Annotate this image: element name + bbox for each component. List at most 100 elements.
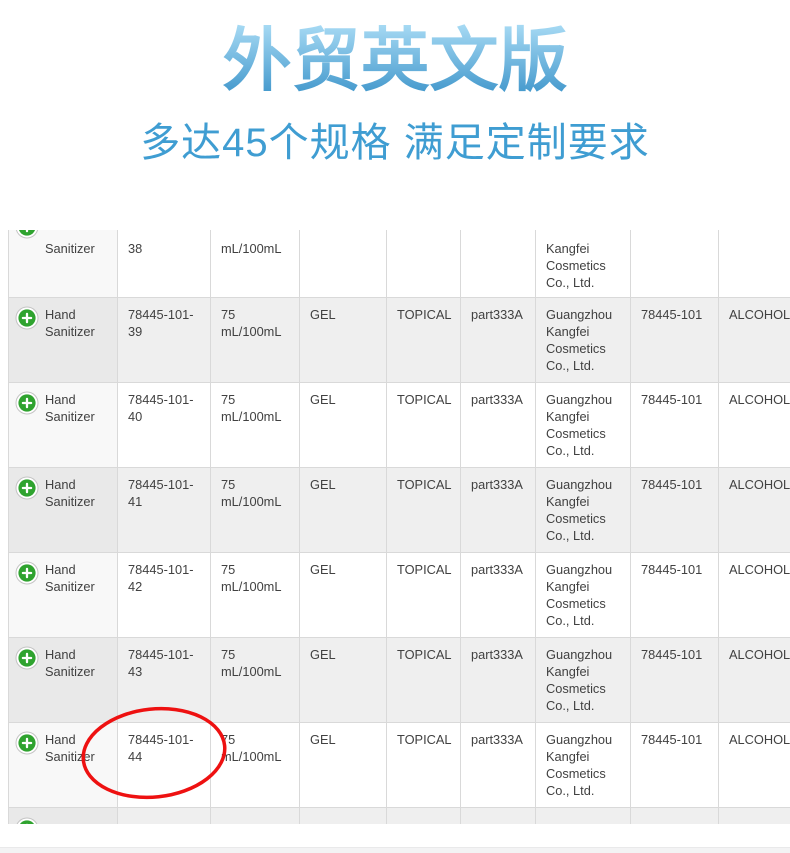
cell-text: Hand Sanitizer: [45, 647, 95, 679]
product-cell: Sanitizer: [8, 230, 118, 298]
cell-text: Sanitizer: [45, 241, 95, 256]
product-cell: Hand Sanitizer: [8, 383, 118, 468]
cell-text: GEL: [310, 477, 336, 492]
hero-section: 外贸英文版 多达45个规格 满足定制要求: [0, 0, 790, 166]
cell-text: 75 mL/100mL: [221, 392, 282, 424]
table-cell: part333A: [461, 383, 536, 468]
expand-plus-icon[interactable]: [15, 646, 39, 670]
table-cell: [118, 808, 211, 824]
cell-text: ALCOHOL: [729, 647, 790, 662]
product-cell: Hand Sanitizer: [8, 298, 118, 383]
table-cell: 75 mL/100mL: [211, 723, 300, 808]
expand-plus-icon[interactable]: [15, 391, 39, 415]
table-cell: 75 mL/100mL: [211, 553, 300, 638]
table-cell: part333A: [461, 638, 536, 723]
table-cell: part333A: [461, 298, 536, 383]
cell-text: 78445-101- 41: [128, 477, 194, 509]
table-cell: Guangzhou Kangfei Cosmetics Co., Ltd.: [536, 638, 631, 723]
table-cell: GEL: [300, 468, 387, 553]
table-row: Hand Sanitizer 78445-101- 42 75 mL/100mL GE…: [8, 553, 790, 638]
table-cell: TOPICAL: [387, 298, 461, 383]
table-row: Hand Sanitizer 78445-101- 40 75 mL/100mL GE…: [8, 383, 790, 468]
bottom-section-divider: [0, 847, 790, 853]
table-cell: 78445-101: [631, 638, 719, 723]
table-cell: 75 mL/100mL: [211, 468, 300, 553]
table-cell: 78445-101: [631, 298, 719, 383]
cell-text: Guangzhou Kangfei Cosmetics Co., Ltd.: [546, 392, 613, 458]
table-cell: 75 mL/100mL: [211, 383, 300, 468]
cell-text: 78445-101- 40: [128, 392, 194, 424]
cell-text: Kangfei Cosmetics Co., Ltd.: [546, 241, 606, 290]
plus-icon-glyph: [15, 230, 39, 239]
cell-text: mL/100mL: [221, 241, 282, 256]
expand-plus-icon[interactable]: [15, 476, 39, 500]
cell-text: TOPICAL: [397, 392, 452, 407]
table-cell: ALCOHOL: [719, 468, 790, 553]
table-cell: [631, 808, 719, 824]
cell-text: TOPICAL: [397, 732, 452, 747]
page-subtitle: 多达45个规格 满足定制要求: [140, 121, 650, 165]
expand-plus-icon[interactable]: [15, 230, 39, 239]
cell-text: 78445-101: [641, 307, 703, 322]
cell-text: GEL: [310, 392, 336, 407]
cell-text: 78445-101- 39: [128, 307, 194, 339]
plus-icon-glyph: [15, 391, 39, 415]
product-cell: [8, 808, 118, 824]
table-cell: Guangzhou Kangfei Cosmetics Co., Ltd.: [536, 383, 631, 468]
cell-text: ALCOHOL: [729, 562, 790, 577]
expand-plus-icon[interactable]: [15, 306, 39, 330]
table-cell: [300, 230, 387, 298]
cell-text: GEL: [310, 732, 336, 747]
product-cell: Hand Sanitizer: [8, 723, 118, 808]
table-cell: 78445-101: [631, 383, 719, 468]
cell-text: Hand Sanitizer: [45, 562, 95, 594]
cell-text: TOPICAL: [397, 562, 452, 577]
expand-plus-icon[interactable]: [15, 561, 39, 585]
cell-text: 78445-101- 42: [128, 562, 194, 594]
table-row: [8, 808, 790, 824]
table-cell: GEL: [300, 638, 387, 723]
table-cell: ALCOHOL: [719, 553, 790, 638]
product-cell: Hand Sanitizer: [8, 638, 118, 723]
table-cell: 78445-101: [631, 468, 719, 553]
page-title: 外贸英文版: [0, 22, 790, 100]
table-cell: ALCOHOL: [719, 638, 790, 723]
table-cell: TOPICAL: [387, 553, 461, 638]
cell-text: GEL: [310, 307, 336, 322]
expand-plus-icon[interactable]: [15, 731, 39, 755]
plus-icon-glyph: [15, 561, 39, 585]
cell-text: 78445-101: [641, 392, 703, 407]
table-row: Sanitizer 38 mL/100mL Kangfei Cosmetics Co.…: [8, 230, 790, 298]
cell-text: Guangzhou Kangfei Cosmetics Co., Ltd.: [546, 562, 613, 628]
cell-text: 38: [128, 241, 143, 256]
table-cell: TOPICAL: [387, 638, 461, 723]
cell-text: 75 mL/100mL: [221, 647, 282, 679]
cell-text: Guangzhou Kangfei Cosmetics Co., Ltd.: [546, 732, 613, 798]
table-cell: 78445-101- 42: [118, 553, 211, 638]
table-cell: TOPICAL: [387, 383, 461, 468]
cell-text: 75 mL/100mL: [221, 562, 282, 594]
table-cell: mL/100mL: [211, 230, 300, 298]
table-cell: 78445-101- 43: [118, 638, 211, 723]
cell-text: 78445-101- 43: [128, 647, 194, 679]
cell-text: part333A: [471, 562, 523, 577]
table-cell: Guangzhou Kangfei Cosmetics Co., Ltd.: [536, 553, 631, 638]
table-row: Hand Sanitizer 78445-101- 44 75 mL/100mL GE…: [8, 723, 790, 808]
table-cell: [387, 230, 461, 298]
table-cell: part333A: [461, 468, 536, 553]
expand-plus-icon[interactable]: [15, 817, 39, 824]
table-cell: GEL: [300, 383, 387, 468]
table-cell: [536, 808, 631, 824]
plus-icon-glyph: [15, 476, 39, 500]
cell-text: part333A: [471, 647, 523, 662]
cell-text: ALCOHOL: [729, 732, 790, 747]
table-cell: [387, 808, 461, 824]
cell-text: 78445-101: [641, 562, 703, 577]
table-cell: [719, 230, 790, 298]
table-cell: 78445-101- 39: [118, 298, 211, 383]
table-cell: 78445-101: [631, 723, 719, 808]
table-cell: Guangzhou Kangfei Cosmetics Co., Ltd.: [536, 468, 631, 553]
cell-text: TOPICAL: [397, 477, 452, 492]
table-cell: [211, 808, 300, 824]
